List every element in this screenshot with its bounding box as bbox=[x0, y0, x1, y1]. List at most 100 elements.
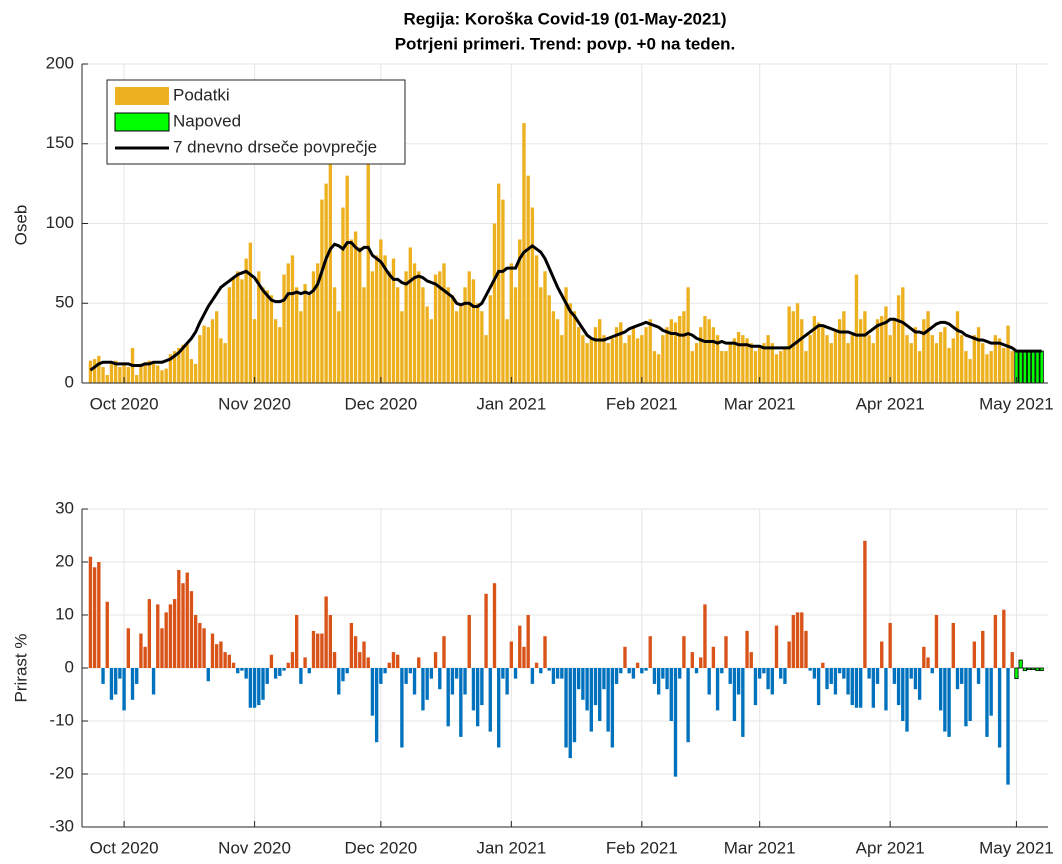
plot-area bbox=[88, 540, 1044, 785]
bar bbox=[1002, 609, 1006, 668]
bar bbox=[926, 311, 930, 383]
bar bbox=[421, 668, 425, 711]
bar bbox=[547, 295, 551, 383]
bar bbox=[463, 287, 467, 383]
bar bbox=[669, 319, 673, 383]
bar bbox=[530, 207, 535, 383]
bar bbox=[1010, 652, 1014, 668]
bar bbox=[273, 319, 278, 383]
bar bbox=[787, 641, 791, 668]
bar bbox=[539, 287, 543, 383]
bar bbox=[269, 654, 274, 668]
y-tick-label: 10 bbox=[55, 604, 74, 623]
bar bbox=[181, 583, 185, 668]
bar bbox=[762, 668, 766, 674]
bar bbox=[896, 295, 901, 383]
bar bbox=[724, 636, 728, 668]
trend-line bbox=[89, 241, 1042, 372]
bar bbox=[341, 207, 345, 383]
bar bbox=[867, 668, 871, 679]
bar bbox=[1006, 325, 1010, 383]
bar bbox=[1014, 667, 1019, 680]
bar bbox=[955, 311, 960, 383]
bar bbox=[720, 351, 724, 383]
x-tick-label: Apr 2021 bbox=[856, 838, 925, 857]
bar bbox=[833, 668, 838, 695]
bar bbox=[656, 668, 661, 695]
bar bbox=[454, 311, 459, 383]
bar bbox=[484, 593, 488, 668]
bar bbox=[694, 668, 699, 674]
bar bbox=[303, 657, 307, 668]
bar bbox=[854, 274, 859, 383]
bar bbox=[139, 363, 143, 383]
bar bbox=[863, 311, 867, 383]
bar bbox=[774, 354, 779, 383]
bar bbox=[905, 335, 909, 383]
bar bbox=[126, 628, 130, 668]
bar bbox=[581, 335, 585, 383]
bar bbox=[833, 331, 838, 383]
bar bbox=[509, 263, 514, 383]
bar bbox=[736, 331, 741, 383]
x-tick-label: Nov 2020 bbox=[218, 838, 291, 857]
bar bbox=[913, 668, 918, 690]
bar bbox=[168, 354, 173, 383]
bar bbox=[598, 319, 602, 383]
bar bbox=[665, 327, 669, 383]
bar bbox=[572, 311, 577, 383]
bar bbox=[922, 319, 926, 383]
bar bbox=[631, 668, 636, 679]
bar bbox=[509, 641, 514, 668]
bar bbox=[576, 668, 581, 690]
legend-label: Podatki bbox=[173, 85, 230, 104]
bar bbox=[534, 255, 539, 383]
bar bbox=[425, 306, 429, 383]
legend-swatch bbox=[114, 112, 170, 132]
bar bbox=[273, 668, 278, 679]
bar bbox=[488, 295, 492, 383]
bar bbox=[492, 583, 497, 668]
bar bbox=[551, 311, 556, 383]
bar bbox=[172, 599, 177, 668]
y-tick-label: 150 bbox=[46, 133, 74, 152]
bar bbox=[231, 662, 236, 668]
bar bbox=[257, 271, 261, 383]
bar bbox=[286, 263, 290, 383]
bar bbox=[307, 668, 311, 674]
bar bbox=[429, 319, 434, 383]
bar bbox=[610, 668, 615, 748]
bar bbox=[265, 290, 269, 383]
x-tick-label: Dec 2020 bbox=[344, 838, 417, 857]
x-tick-label: Nov 2020 bbox=[218, 394, 291, 413]
bar bbox=[757, 668, 762, 679]
bar bbox=[193, 615, 198, 668]
bar bbox=[593, 327, 598, 383]
bar bbox=[92, 359, 97, 383]
bar bbox=[105, 375, 109, 383]
bar bbox=[299, 311, 303, 383]
bar bbox=[774, 625, 779, 668]
bar bbox=[366, 657, 370, 668]
bar bbox=[501, 668, 505, 679]
bar bbox=[143, 646, 147, 668]
bar bbox=[972, 641, 977, 668]
bar bbox=[678, 668, 682, 679]
bar bbox=[349, 622, 354, 668]
bar bbox=[425, 668, 429, 700]
bar bbox=[534, 662, 539, 668]
bar bbox=[715, 335, 720, 383]
bar bbox=[783, 668, 787, 684]
bar bbox=[816, 668, 821, 706]
bar bbox=[345, 175, 349, 383]
bar bbox=[905, 668, 909, 732]
bar bbox=[130, 668, 135, 700]
bar bbox=[240, 279, 244, 383]
bar bbox=[236, 668, 240, 674]
bar bbox=[669, 668, 673, 721]
bar bbox=[438, 668, 442, 690]
bar bbox=[109, 363, 114, 383]
bar bbox=[896, 668, 901, 706]
bar bbox=[530, 668, 535, 684]
bar bbox=[88, 360, 93, 383]
